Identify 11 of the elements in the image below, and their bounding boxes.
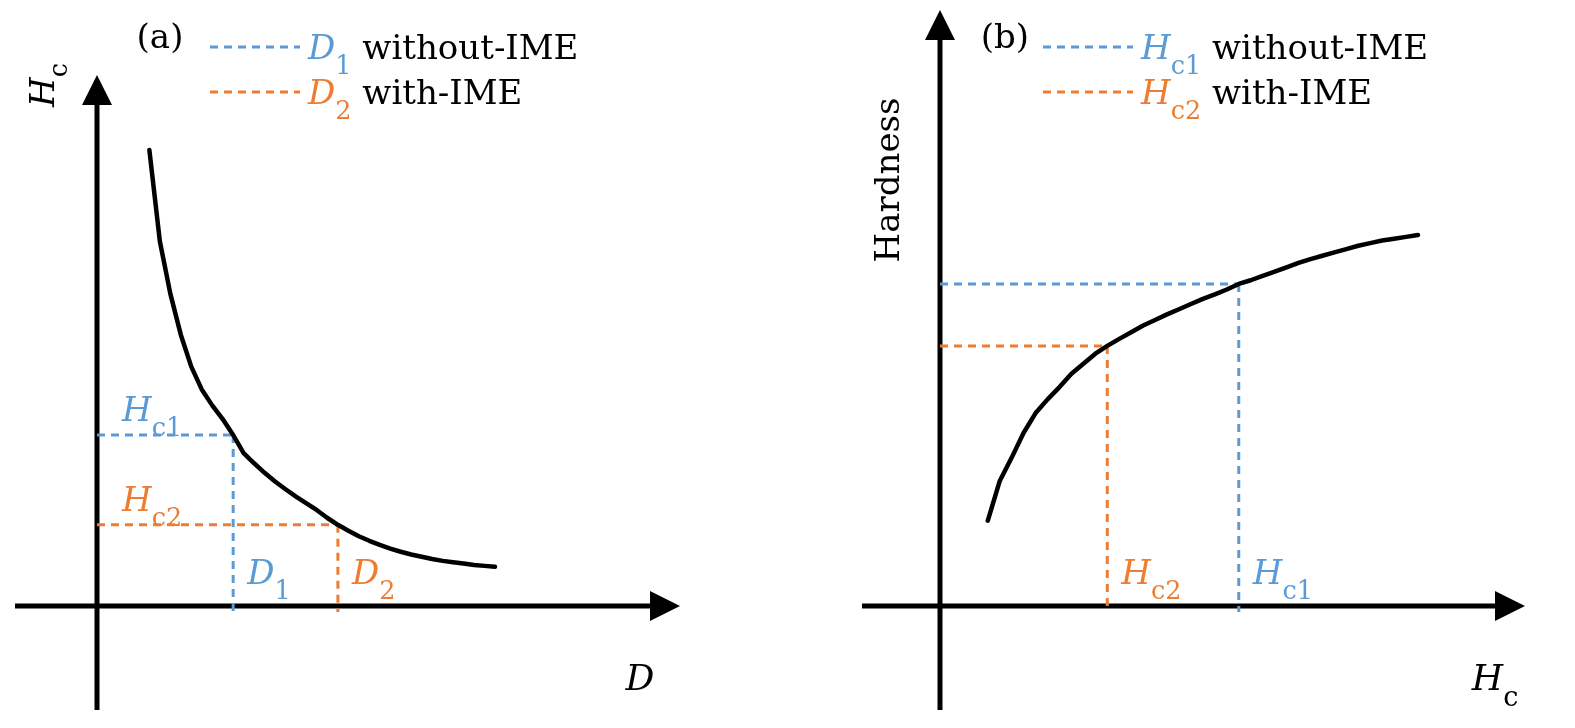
annotation: H$_{c1}$ (1251, 552, 1313, 605)
annotation: H$_{c2}$ (1120, 552, 1182, 605)
annotation: D$_{1}$ (246, 552, 291, 605)
legend-label: H$_{c1}$ without-IME (1140, 27, 1429, 80)
chart-title: (a) (136, 16, 184, 56)
y-axis-title: Hardness (867, 97, 907, 263)
legend-label: D$_{1}$ without-IME (307, 27, 579, 80)
x-axis-title: H$_{c}$ (1470, 657, 1519, 712)
x-axis-title: D (624, 657, 655, 698)
annotation: D$_{2}$ (350, 552, 396, 605)
chart-title: (b) (980, 16, 1030, 56)
